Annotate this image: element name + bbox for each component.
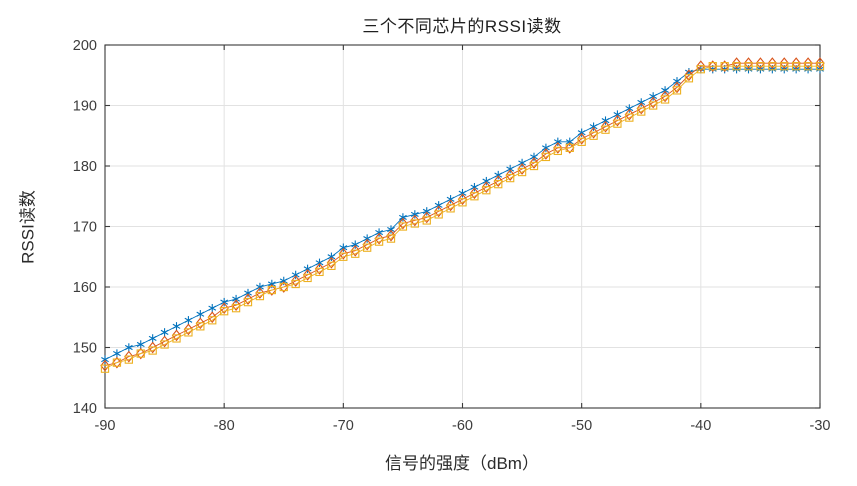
y-tick-label: 150 xyxy=(73,341,97,357)
x-tick-label: -30 xyxy=(810,418,831,434)
y-tick-label: 180 xyxy=(73,159,97,175)
x-tick-label: -70 xyxy=(333,418,354,434)
x-tick-label: -60 xyxy=(452,418,473,434)
x-tick-label: -90 xyxy=(95,418,116,434)
y-tick-label: 170 xyxy=(73,220,97,236)
y-tick-label: 200 xyxy=(73,38,97,54)
series-square xyxy=(100,62,825,373)
y-tick-label: 140 xyxy=(73,401,97,417)
x-axis-label: 信号的强度（dBm） xyxy=(385,454,539,473)
x-tick-label: -80 xyxy=(214,418,235,434)
y-tick-label: 160 xyxy=(73,280,97,296)
x-tick-label: -50 xyxy=(571,418,592,434)
chart-title: 三个不同芯片的RSSI读数 xyxy=(362,17,562,36)
series-diamond xyxy=(100,57,825,372)
y-axis-label: RSSI读数 xyxy=(18,190,38,264)
x-tick-label: -40 xyxy=(690,418,711,434)
y-tick-label: 190 xyxy=(73,99,97,115)
